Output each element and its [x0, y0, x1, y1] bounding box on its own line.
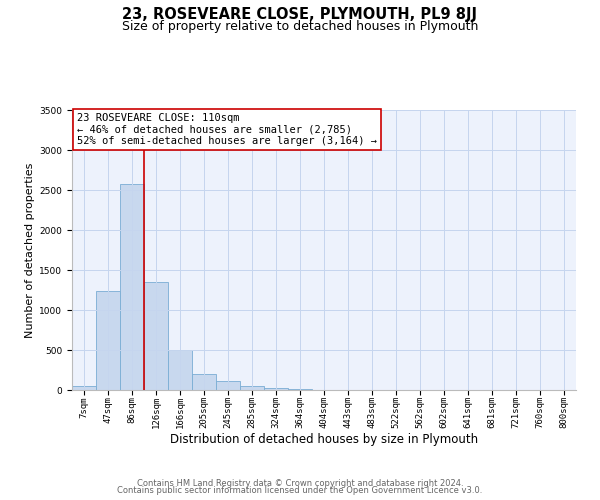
Bar	[288, 389, 312, 390]
Text: 23 ROSEVEARE CLOSE: 110sqm
← 46% of detached houses are smaller (2,785)
52% of s: 23 ROSEVEARE CLOSE: 110sqm ← 46% of deta…	[77, 113, 377, 146]
Text: Contains public sector information licensed under the Open Government Licence v3: Contains public sector information licen…	[118, 486, 482, 495]
Bar	[168, 350, 192, 390]
Bar	[120, 184, 144, 390]
Bar	[264, 388, 288, 390]
Bar	[240, 386, 264, 390]
Y-axis label: Number of detached properties: Number of detached properties	[25, 162, 35, 338]
Text: Size of property relative to detached houses in Plymouth: Size of property relative to detached ho…	[122, 20, 478, 33]
Bar	[216, 381, 240, 390]
Text: Contains HM Land Registry data © Crown copyright and database right 2024.: Contains HM Land Registry data © Crown c…	[137, 478, 463, 488]
Bar	[144, 282, 168, 390]
Text: 23, ROSEVEARE CLOSE, PLYMOUTH, PL9 8JJ: 23, ROSEVEARE CLOSE, PLYMOUTH, PL9 8JJ	[122, 8, 478, 22]
Bar	[192, 374, 216, 390]
Bar	[96, 291, 120, 390]
X-axis label: Distribution of detached houses by size in Plymouth: Distribution of detached houses by size …	[170, 432, 478, 446]
Bar	[72, 386, 96, 390]
